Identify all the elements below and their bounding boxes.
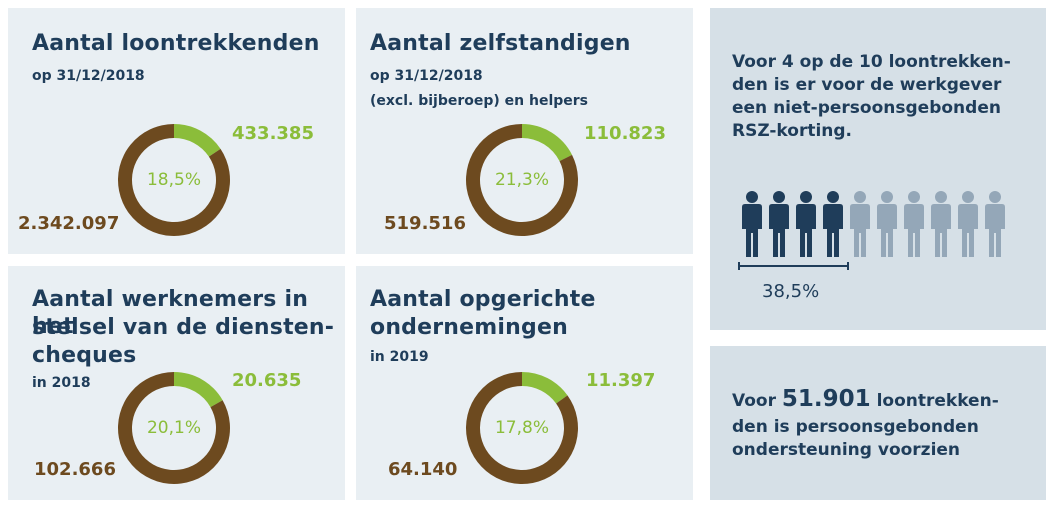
person-icon bbox=[958, 191, 978, 257]
brown-value-label: 64.140 bbox=[388, 459, 458, 480]
panel-title: Aantal loontrekkenden bbox=[32, 31, 320, 56]
panel-subtitle: in 2019 bbox=[370, 349, 429, 365]
side-text-line-1: Voor 4 op de 10 loontrekken- bbox=[732, 52, 1011, 72]
green-value-label: 110.823 bbox=[584, 123, 666, 144]
donut-slice-green bbox=[174, 372, 223, 408]
panel-subtitle-line-1: op 31/12/2018 bbox=[370, 68, 483, 84]
panel-title-line-1: Aantal opgerichte bbox=[370, 287, 596, 312]
side2-prefix: Voor bbox=[732, 391, 782, 411]
person-icon bbox=[877, 191, 897, 257]
panel-title: Aantal zelfstandigen bbox=[370, 31, 631, 56]
person-icon bbox=[742, 191, 762, 257]
donut-percent-label: 20,1% bbox=[146, 418, 201, 438]
person-icon bbox=[931, 191, 951, 257]
ondernemingen-donut bbox=[466, 372, 578, 484]
side2-number: 51.901 bbox=[781, 386, 871, 412]
zelfstandigen-donut bbox=[466, 124, 578, 236]
ondernemingen-panel: Aantal opgerichte ondernemingen in 2019 … bbox=[356, 266, 693, 500]
bracket-line bbox=[738, 262, 849, 270]
panel-title-line-2: ondernemingen bbox=[370, 315, 568, 340]
brown-value-label: 519.516 bbox=[384, 213, 466, 234]
donut-slice-green bbox=[174, 124, 221, 157]
side2-suffix: loontrekken- bbox=[870, 391, 999, 411]
panel-title-line-2: stelsel van de diensten- bbox=[32, 315, 335, 340]
zelfstandigen-panel: Aantal zelfstandigen op 31/12/2018 (excl… bbox=[356, 8, 693, 254]
person-icon bbox=[823, 191, 843, 257]
rsz-korting-panel: Voor 4 op de 10 loontrekken- den is er v… bbox=[710, 8, 1046, 330]
side-text-line-2: den is er voor de werkgever bbox=[732, 75, 1002, 95]
person-icon bbox=[769, 191, 789, 257]
green-value-label: 20.635 bbox=[232, 370, 302, 391]
person-icon bbox=[985, 191, 1005, 257]
side2-line-2: den is persoonsgebonden bbox=[732, 417, 979, 437]
panel-subtitle-line-2: (excl. bijberoep) en helpers bbox=[370, 93, 589, 109]
panel-title-line-1: Aantal werknemers in het bbox=[32, 287, 309, 339]
donut-slice-green bbox=[522, 372, 568, 404]
donut-percent-label: 21,3% bbox=[494, 170, 549, 190]
side2-line-1: Voor 51.901 loontrekken- bbox=[732, 388, 999, 413]
panel-title-line-3: cheques bbox=[32, 343, 137, 368]
persoonsgebonden-panel: Voor 51.901 loontrekken- den is persoons… bbox=[710, 346, 1046, 500]
donut-percent-label: 17,8% bbox=[494, 418, 549, 438]
people-pictogram bbox=[740, 191, 1010, 261]
brown-value-label: 2.342.097 bbox=[18, 213, 120, 234]
person-icon bbox=[904, 191, 924, 257]
donut-percent-label: 18,5% bbox=[146, 170, 201, 190]
pictogram-percent-label: 38,5% bbox=[762, 281, 820, 302]
person-icon bbox=[850, 191, 870, 257]
brown-value-label: 102.666 bbox=[34, 459, 116, 480]
green-value-label: 11.397 bbox=[586, 370, 656, 391]
loontrekkenden-donut bbox=[118, 124, 230, 236]
dienstencheques-panel: Aantal werknemers in het stelsel van de … bbox=[8, 266, 345, 500]
loontrekkenden-panel: Aantal loontrekkenden op 31/12/2018 18,5… bbox=[8, 8, 345, 254]
side-text-line-4: RSZ-korting. bbox=[732, 121, 853, 141]
donut-slice-green bbox=[522, 124, 573, 162]
panel-subtitle: in 2018 bbox=[32, 375, 91, 391]
panel-subtitle: op 31/12/2018 bbox=[32, 68, 145, 84]
side2-line-3: ondersteuning voorzien bbox=[732, 440, 961, 460]
side-text-line-3: een niet-persoonsgebonden bbox=[732, 98, 1001, 118]
green-value-label: 433.385 bbox=[232, 123, 314, 144]
dienstencheques-donut bbox=[117, 372, 230, 484]
person-icon bbox=[796, 191, 816, 257]
